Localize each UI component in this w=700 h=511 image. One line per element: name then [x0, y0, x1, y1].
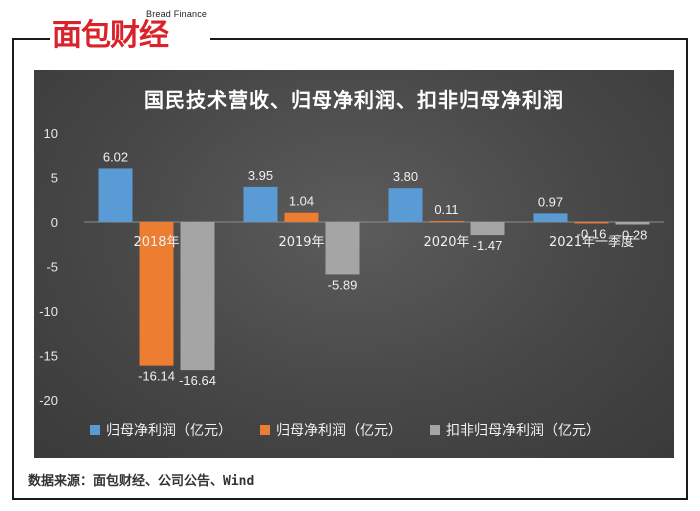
y-tick-label: -10 [39, 304, 58, 319]
brand-logo: Bread Finance 面包财经 [50, 8, 210, 54]
bar-series3 [615, 222, 650, 225]
brand-logo-cn: 面包财经 [52, 18, 169, 53]
legend-swatch [430, 425, 440, 435]
y-tick-label: -20 [39, 393, 58, 408]
data-label: 0.11 [434, 202, 458, 217]
bar-series2 [284, 212, 319, 222]
bar-series2 [429, 221, 464, 222]
y-tick-label: 0 [51, 215, 58, 230]
chart: 国民技术营收、归母净利润、扣非归母净利润 10 5 0 -5 -10 -15 -20 6.02… [34, 70, 674, 458]
legend-swatch [260, 425, 270, 435]
bar-series1 [243, 186, 278, 222]
y-tick-label: -5 [46, 260, 58, 275]
bar-series2 [139, 222, 174, 366]
legend-label: 归母净利润（亿元） [276, 422, 402, 439]
bar-series2 [574, 222, 609, 224]
data-label: 3.80 [393, 169, 418, 184]
category-label: 2019年 [278, 235, 324, 250]
bar-series1 [98, 168, 133, 222]
bar-series3 [470, 222, 505, 236]
data-label: -0.16 [577, 226, 607, 241]
data-label: 3.95 [248, 168, 273, 183]
bar-series1 [533, 213, 568, 222]
bar-series3 [180, 222, 215, 371]
data-label: -0.28 [618, 227, 648, 242]
data-label: -1.47 [473, 238, 503, 253]
y-tick-label: 10 [44, 126, 58, 141]
chart-plot: 10 5 0 -5 -10 -15 -20 6.02 -16.14 -16.64 2018年 3.95… [39, 126, 664, 439]
category-label: 2018年 [133, 235, 179, 250]
data-label: -16.64 [179, 373, 216, 388]
y-tick-label: 5 [51, 171, 58, 186]
data-label: 0.97 [538, 194, 563, 209]
data-label: -5.89 [328, 277, 358, 292]
brand-logo-en: Bread Finance [146, 9, 208, 19]
bar-series3 [325, 222, 360, 275]
category-label: 2021年一季度 [549, 234, 634, 250]
chart-title: 国民技术营收、归母净利润、扣非归母净利润 [144, 88, 564, 112]
category-label: 2020年 [423, 235, 469, 250]
bar-series1 [388, 188, 423, 222]
legend-label: 扣非归母净利润（亿元） [446, 422, 600, 439]
data-label: -16.14 [138, 369, 175, 384]
y-tick-label: -15 [39, 349, 58, 364]
data-label: 1.04 [289, 194, 314, 209]
legend-label: 归母净利润（亿元） [106, 422, 232, 439]
source-note: 数据来源：面包财经、公司公告、Wind [28, 474, 255, 489]
data-label: 6.02 [103, 149, 128, 164]
legend-swatch [90, 425, 100, 435]
